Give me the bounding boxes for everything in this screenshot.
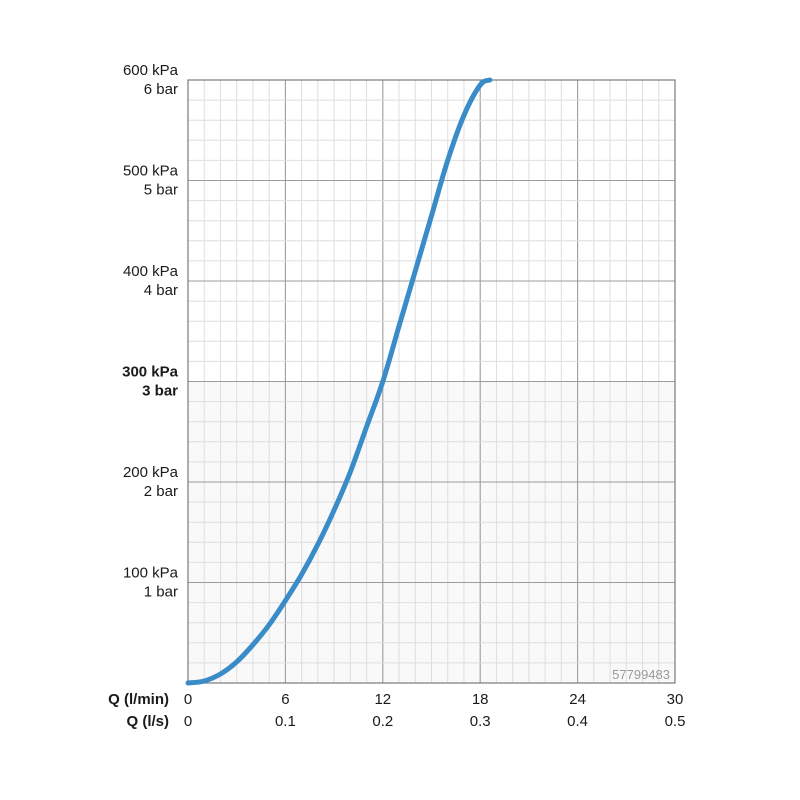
x-axis-title: Q (l/s) bbox=[126, 713, 169, 730]
y-tick-label-kpa: 300 kPa bbox=[122, 364, 179, 381]
x-tick-label: 0.3 bbox=[470, 713, 491, 730]
x-tick-label: 0 bbox=[184, 713, 192, 730]
y-tick-label-bar: 4 bar bbox=[144, 282, 178, 299]
y-tick-label-kpa: 200 kPa bbox=[123, 464, 179, 481]
x-tick-label: 0.1 bbox=[275, 713, 296, 730]
y-tick-label-bar: 1 bar bbox=[144, 584, 178, 601]
y-tick-label-bar: 6 bar bbox=[144, 81, 178, 98]
watermark-id: 57799483 bbox=[612, 667, 670, 682]
x-tick-label: 18 bbox=[472, 691, 489, 708]
grid bbox=[188, 80, 675, 683]
y-tick-label-bar: 5 bar bbox=[144, 182, 178, 199]
series-line bbox=[185, 77, 493, 686]
y-tick-label-kpa: 600 kPa bbox=[123, 62, 179, 79]
x-tick-label: 0 bbox=[184, 691, 192, 708]
x-axis-title: Q (l/min) bbox=[108, 691, 169, 708]
x-tick-label: 0.2 bbox=[372, 713, 393, 730]
y-tick-label-kpa: 400 kPa bbox=[123, 263, 179, 280]
x-axis-labels: Q (l/min) 0 6 12 18 24 30 Q (l/s) 0 0.1 0.2 0.3 0.4 0… bbox=[108, 691, 685, 730]
x-tick-label: 12 bbox=[374, 691, 391, 708]
plot-frame bbox=[187, 79, 676, 684]
x-tick-label: 30 bbox=[667, 691, 684, 708]
x-tick-label: 24 bbox=[569, 691, 586, 708]
x-tick-label: 0.5 bbox=[665, 713, 686, 730]
x-tick-label: 0.4 bbox=[567, 713, 588, 730]
x-tick-label: 6 bbox=[281, 691, 289, 708]
series-layer bbox=[185, 77, 493, 686]
y-axis-labels: 100 kPa 1 bar 200 kPa 2 bar 300 kPa 3 bar 400 … bbox=[122, 62, 179, 601]
y-tick-label-bar: 3 bar bbox=[142, 383, 178, 400]
y-tick-label-kpa: 100 kPa bbox=[123, 565, 179, 582]
y-tick-label-bar: 2 bar bbox=[144, 483, 178, 500]
y-tick-label-kpa: 500 kPa bbox=[123, 163, 179, 180]
